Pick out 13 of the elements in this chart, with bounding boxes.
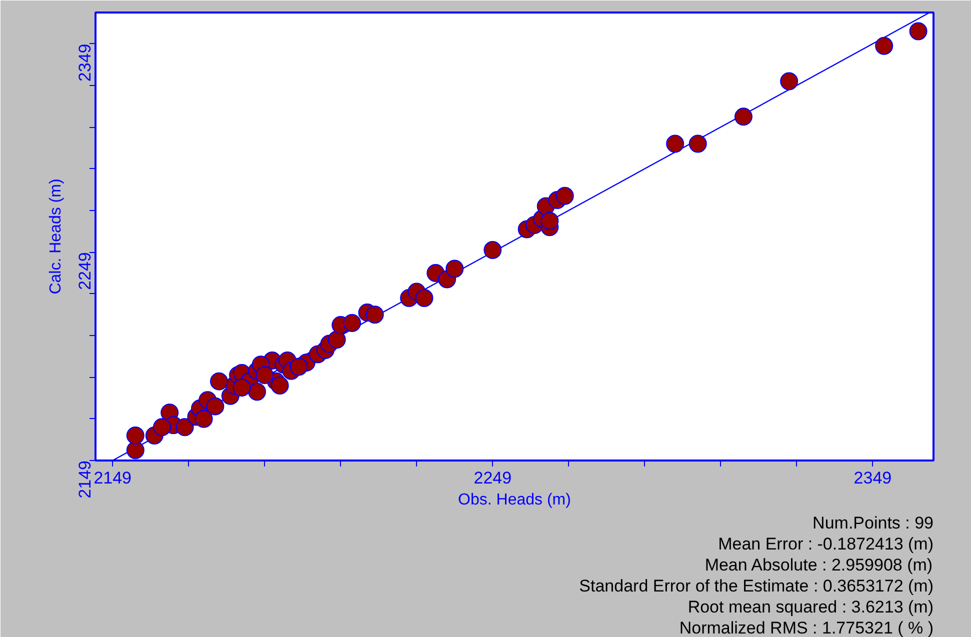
y-tick-label: 2349 — [76, 44, 94, 82]
text: Normalized RMS : 1.775321 ( % ) — [679, 618, 934, 637]
y-axis-title: Calc. Heads (m) — [48, 178, 64, 294]
text: Root mean squared : 3.6213 (m) — [688, 598, 934, 616]
x-tick-label: 2249 — [474, 468, 512, 488]
x-axis-title: Obs. Heads (m) — [458, 492, 571, 508]
text: Num.Points : 99 — [812, 514, 934, 532]
text: Mean Error : -0.1872413 (m) — [718, 534, 934, 554]
text: Mean Absolute : 2.959908 (m) — [704, 556, 933, 574]
y-tick-label: 2249 — [76, 252, 94, 290]
x-tick-label: 2149 — [94, 468, 132, 488]
text: Standard Error of the Estimate : 0.3653172 (m) — [579, 576, 934, 596]
x-tick-label: 2349 — [854, 468, 892, 488]
